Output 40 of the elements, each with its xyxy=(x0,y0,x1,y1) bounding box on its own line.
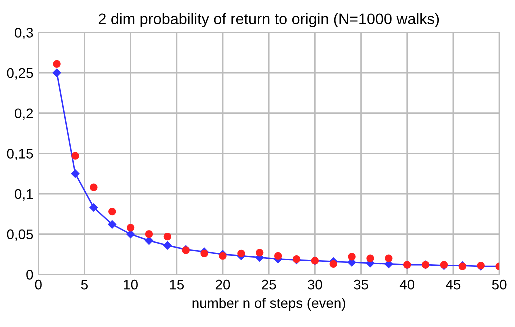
point xyxy=(127,224,135,232)
x-axis-title: number n of steps (even) xyxy=(192,298,346,311)
x-tick-label: 15 xyxy=(170,280,184,290)
chart-title: 2 dim probability of return to origin (N=1000 walks) xyxy=(98,13,440,28)
point xyxy=(72,152,80,160)
point xyxy=(53,60,61,68)
y-tick-label: 0,2 xyxy=(15,108,34,120)
x-tick-label: 40 xyxy=(400,280,415,290)
x-tick-label: 45 xyxy=(446,280,461,290)
x-tick-label: 35 xyxy=(354,280,368,290)
y-tick-label: 0,3 xyxy=(15,28,34,40)
point xyxy=(164,232,172,241)
point xyxy=(90,184,98,192)
point xyxy=(366,254,374,262)
point xyxy=(238,250,246,258)
point xyxy=(274,252,282,260)
point xyxy=(108,220,117,229)
y-tick-label: 0,05 xyxy=(7,230,34,242)
x-tick-label: 5 xyxy=(81,280,88,290)
point xyxy=(256,249,264,257)
x-tick-label: 30 xyxy=(308,280,322,290)
y-tick-label: 0,1 xyxy=(15,189,34,201)
x-tick-label: 50 xyxy=(492,280,507,290)
x-tick-label: 0 xyxy=(35,280,42,290)
x-tick-label: 10 xyxy=(124,280,138,290)
point xyxy=(145,230,154,238)
y-tick-label: 0,25 xyxy=(7,68,34,80)
point xyxy=(348,253,356,261)
point xyxy=(145,236,154,245)
point xyxy=(90,204,98,212)
x-tick-label: 20 xyxy=(216,280,230,290)
point xyxy=(330,260,338,268)
point xyxy=(164,242,172,250)
point xyxy=(52,68,62,78)
y-tick-label: 0 xyxy=(26,270,34,280)
y-tick-label: 0,15 xyxy=(7,149,34,160)
x-tick-label: 25 xyxy=(262,280,276,290)
point xyxy=(385,254,393,262)
point xyxy=(71,170,80,178)
point xyxy=(108,208,116,216)
